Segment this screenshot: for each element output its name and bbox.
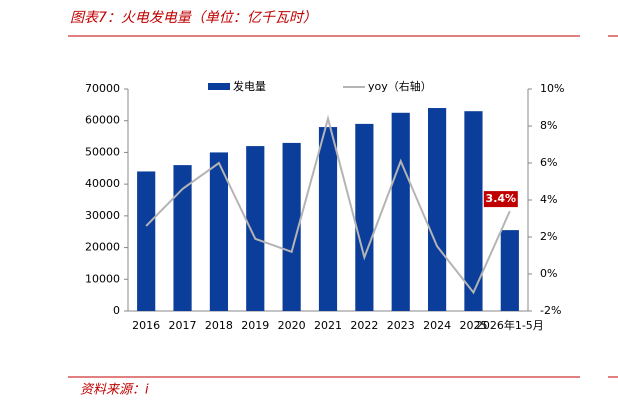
x-tick-label: 2021 xyxy=(314,319,342,332)
bar xyxy=(246,146,265,311)
y-tick-label: 0 xyxy=(113,304,120,317)
y2-tick-label: 2% xyxy=(540,230,557,243)
bar xyxy=(464,111,483,311)
legend-swatch xyxy=(208,83,230,90)
value-label: 3.4% xyxy=(486,192,517,205)
legend-label: yoy（右轴） xyxy=(368,79,432,93)
x-tick-label: 2024 xyxy=(423,319,451,332)
x-tick-label: 2022 xyxy=(350,319,378,332)
x-tick-label: 2020 xyxy=(278,319,306,332)
x-tick-label: 2018 xyxy=(205,319,233,332)
bar xyxy=(173,165,192,311)
y-tick-label: 10000 xyxy=(85,272,120,285)
y-tick-label: 50000 xyxy=(85,145,120,158)
y2-tick-label: 6% xyxy=(540,156,557,169)
bar xyxy=(428,108,447,312)
yoy-line xyxy=(145,114,511,295)
y2-tick-label: 4% xyxy=(540,193,557,206)
x-tick-label: 2019 xyxy=(241,319,269,332)
x-tick-label: 2016 xyxy=(132,319,160,332)
bar xyxy=(391,112,410,312)
bar xyxy=(137,171,156,311)
y-tick-label: 70000 xyxy=(85,82,120,95)
page-title: 图表7：火电发电量（单位：亿千瓦时） xyxy=(70,10,317,26)
legend-label: 发电量 xyxy=(233,79,266,93)
y2-tick-label: 0% xyxy=(540,267,557,280)
value-label-box xyxy=(483,191,518,208)
bar xyxy=(209,152,228,311)
bar xyxy=(500,230,519,311)
y-tick-label: 30000 xyxy=(85,209,120,222)
y2-tick-label: -2% xyxy=(540,304,561,317)
y-tick-label: 60000 xyxy=(85,114,120,127)
x-tick-label: 2023 xyxy=(387,319,415,332)
y2-tick-label: 8% xyxy=(540,119,557,132)
y-tick-label: 40000 xyxy=(85,177,120,190)
y2-tick-label: 10% xyxy=(540,82,564,95)
bar xyxy=(282,142,301,311)
bar xyxy=(318,127,338,311)
x-tick-label: 2017 xyxy=(169,319,197,332)
x-tick-label: 2026年1-5月 xyxy=(476,318,544,332)
bar xyxy=(355,123,374,311)
y-tick-label: 20000 xyxy=(85,241,120,254)
x-tick-label: 2025 xyxy=(459,319,487,332)
source: 资料来源：i xyxy=(80,383,149,398)
